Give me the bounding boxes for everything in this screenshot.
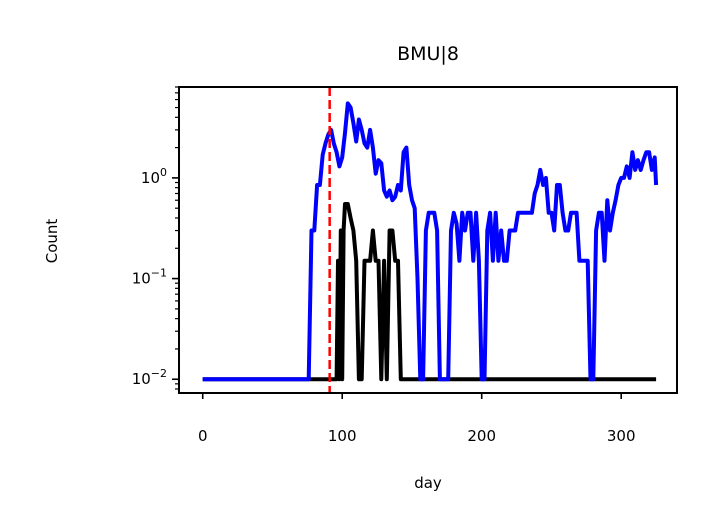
y-tick-label-0: 10−2 [132, 367, 167, 388]
series-layer [202, 87, 659, 393]
tick-layer: 0 100 200 300 10−2 10−1 100 [132, 86, 636, 445]
chart-title: BMU|8 [397, 43, 459, 65]
x-tick-label-1: 100 [328, 427, 357, 445]
series-line-0 [202, 101, 659, 382]
x-tick-label-0: 0 [198, 427, 208, 445]
x-tick-label-3: 300 [607, 427, 636, 445]
x-tick-label-2: 200 [467, 427, 496, 445]
y-axis-label: Count [43, 219, 61, 264]
series-line-1 [202, 202, 657, 382]
y-tick-label-1: 10−1 [132, 267, 167, 288]
plot-frame [178, 86, 678, 394]
x-axis-label: day [414, 474, 442, 492]
y-tick-label-2: 100 [141, 166, 167, 187]
